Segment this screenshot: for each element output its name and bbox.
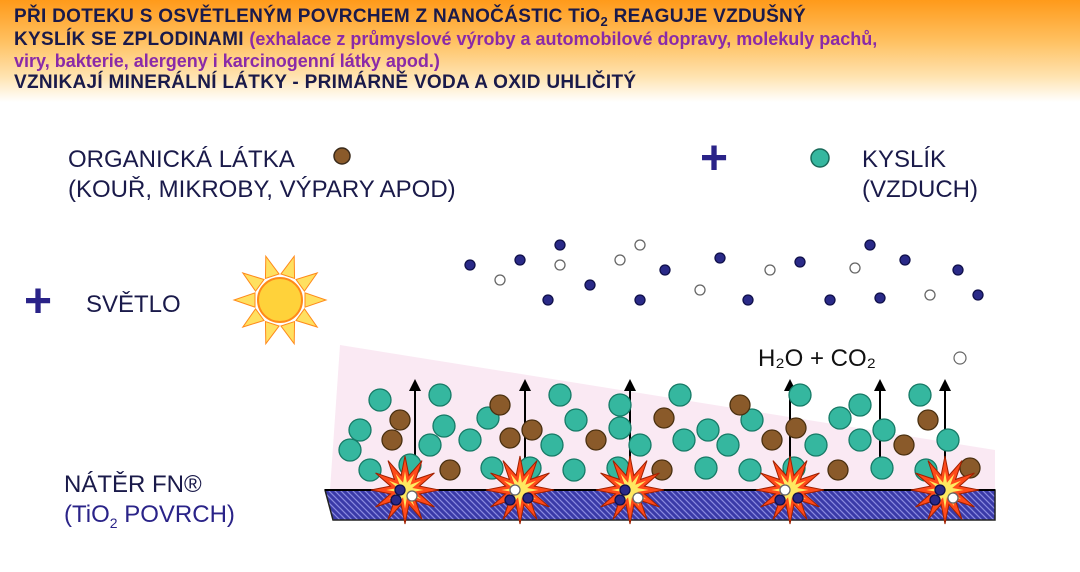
diagram-svg: [0, 0, 1080, 572]
